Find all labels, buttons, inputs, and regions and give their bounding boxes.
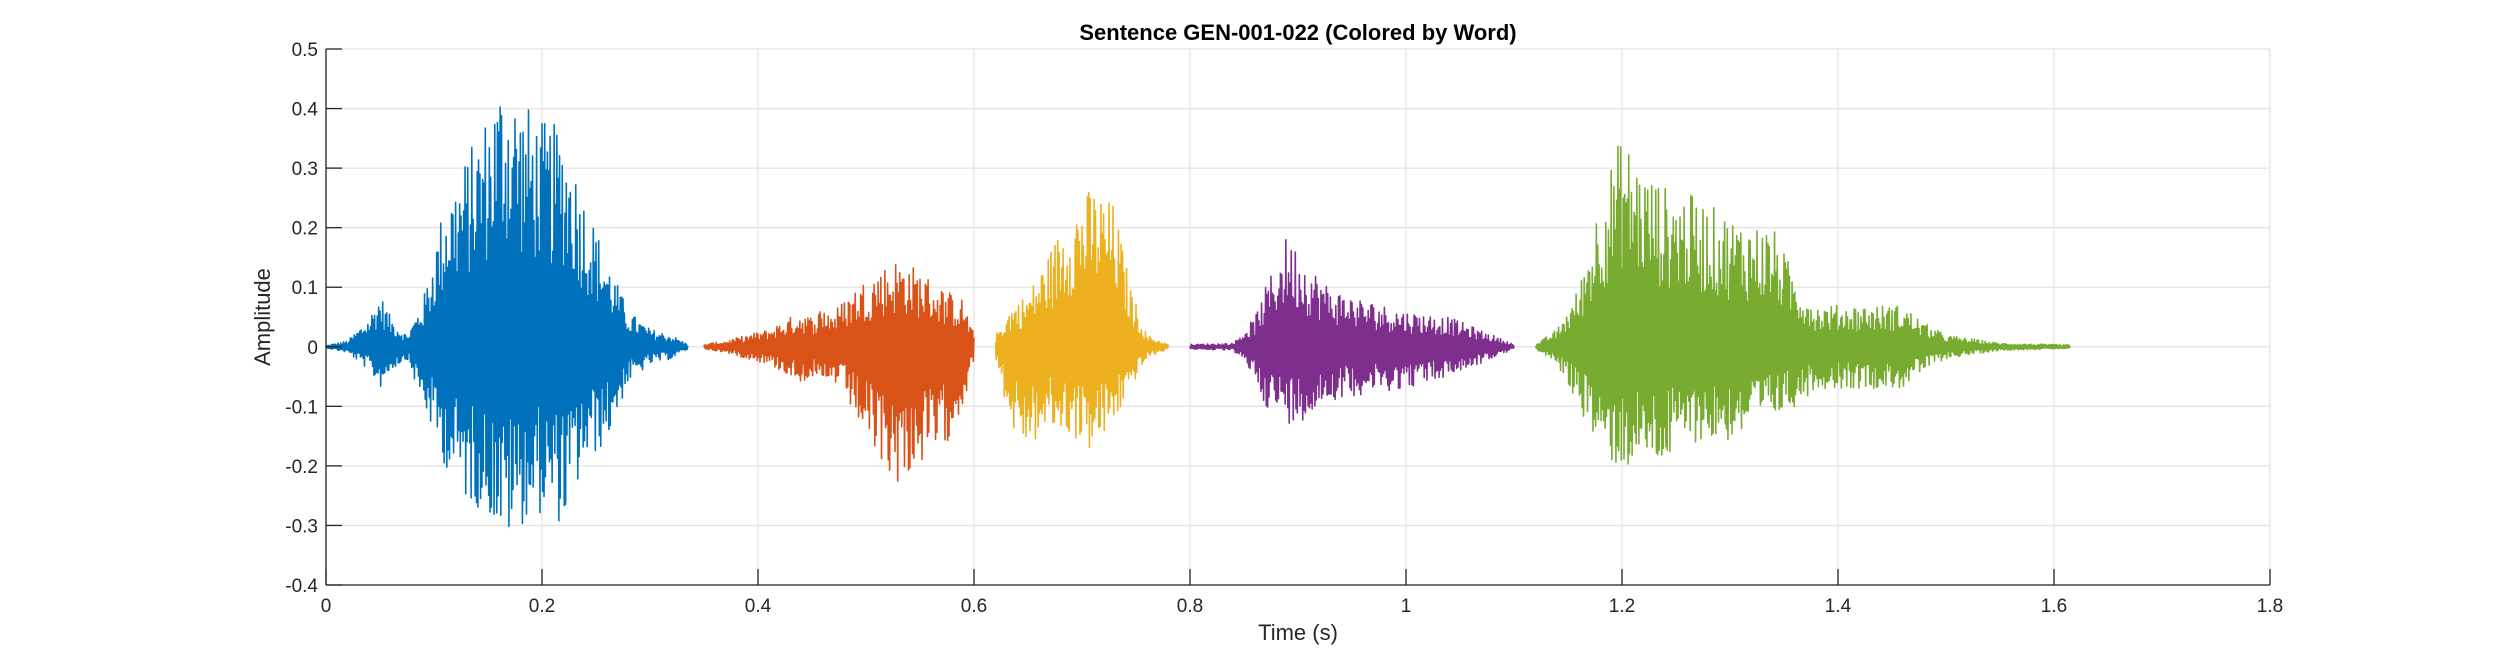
word-series-3 [994, 191, 1170, 449]
x-tick-label-2: 0.4 [745, 596, 772, 617]
x-tick-label-3: 0.6 [961, 596, 987, 617]
y-tick-label-7: 0.3 [292, 159, 318, 180]
word-series-1 [325, 106, 689, 528]
x-tick-label-9: 1.8 [2257, 596, 2283, 617]
y-tick-label-5: 0.1 [292, 278, 318, 299]
y-tick-label-3: -0.1 [285, 397, 318, 418]
y-axis-label: Amplitude [250, 268, 275, 366]
y-tick-label-6: 0.2 [292, 219, 318, 240]
x-tick-label-0: 0 [321, 596, 332, 617]
x-tick-label-1: 0.2 [529, 596, 555, 617]
y-tick-label-4: 0 [307, 338, 318, 359]
y-tick-label-2: -0.2 [285, 457, 318, 478]
axes [325, 49, 2270, 586]
word-series-5 [1534, 145, 2071, 465]
y-tick-label-8: 0.4 [292, 100, 319, 121]
x-tick-label-6: 1.2 [1609, 596, 1635, 617]
x-axis-label: Time (s) [1258, 620, 1338, 645]
y-ticks: -0.4 -0.3 -0.2 -0.1 0 0.1 0.2 0.3 0.4 0.5 [285, 40, 342, 597]
y-tick-label-0: -0.4 [285, 576, 318, 597]
chart-title: Sentence GEN-001-022 (Colored by Word) [1079, 20, 1516, 45]
y-tick-label-1: -0.3 [285, 516, 318, 537]
x-ticks: 0 0.2 0.4 0.6 0.8 1 1.2 1.4 1.6 1.8 [321, 569, 2283, 617]
x-tick-label-7: 1.4 [1825, 596, 1852, 617]
x-tick-label-5: 1 [1401, 596, 1412, 617]
word-series-2 [703, 263, 975, 482]
y-tick-label-9: 0.5 [292, 40, 318, 61]
x-tick-label-8: 1.6 [2041, 596, 2067, 617]
word-series-4 [1189, 238, 1515, 424]
x-tick-label-4: 0.8 [1177, 596, 1203, 617]
series-layer [325, 106, 2071, 528]
